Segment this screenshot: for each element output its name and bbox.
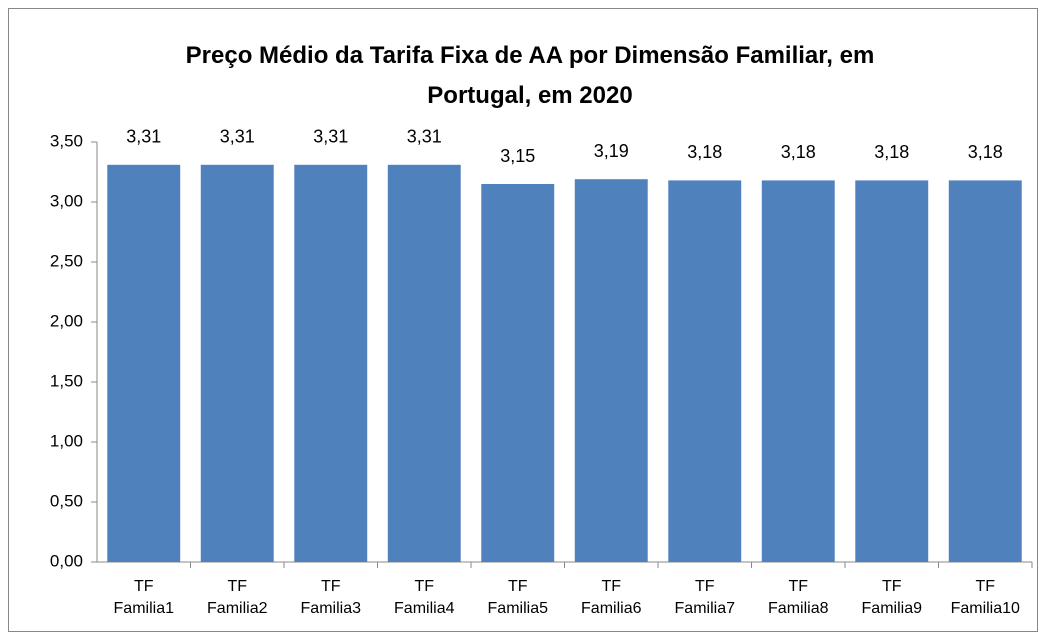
x-tick-label: TF Familia5	[487, 578, 548, 617]
x-tick-label: TF Familia10	[950, 578, 1020, 617]
bar	[668, 180, 742, 562]
data-label: 3,18	[874, 142, 909, 162]
x-tick-label: TF Familia6	[581, 578, 642, 617]
bar	[107, 164, 181, 563]
bar	[200, 164, 274, 563]
data-label: 3,18	[781, 142, 816, 162]
x-tick-label: TF Familia9	[861, 578, 922, 617]
y-tick-label: 0,00	[50, 551, 83, 570]
x-tick-label: TF Familia8	[768, 578, 829, 617]
chart-frame	[8, 8, 1038, 632]
x-tick-label: TF Familia3	[300, 578, 361, 617]
bar	[481, 184, 555, 562]
data-label: 3,31	[220, 127, 255, 147]
y-tick-label: 1,50	[50, 371, 83, 390]
bar	[855, 180, 929, 562]
data-label: 3,18	[687, 142, 722, 162]
bar	[387, 164, 461, 563]
y-tick-label: 3,00	[50, 191, 83, 210]
y-tick-label: 2,50	[50, 251, 83, 270]
x-tick-label: TF Familia2	[207, 578, 268, 617]
data-label: 3,15	[500, 146, 535, 166]
data-label: 3,19	[594, 141, 629, 161]
data-label: 3,31	[407, 127, 442, 147]
x-tick-label: TF Familia7	[674, 578, 735, 617]
y-tick-label: 3,50	[50, 131, 83, 150]
y-tick-label: 1,00	[50, 431, 83, 450]
data-label: 3,31	[313, 127, 348, 147]
chart-title: Preço Médio da Tarifa Fixa de AA por Dim…	[185, 42, 875, 109]
bar	[294, 164, 368, 563]
bar	[574, 179, 648, 562]
bar	[948, 180, 1022, 562]
x-tick-label: TF Familia4	[394, 578, 455, 617]
y-tick-label: 0,50	[50, 491, 83, 510]
bar	[761, 180, 835, 562]
data-label: 3,18	[968, 142, 1003, 162]
x-tick-label: TF Familia1	[113, 578, 174, 617]
y-tick-label: 2,00	[50, 311, 83, 330]
data-label: 3,31	[126, 127, 161, 147]
